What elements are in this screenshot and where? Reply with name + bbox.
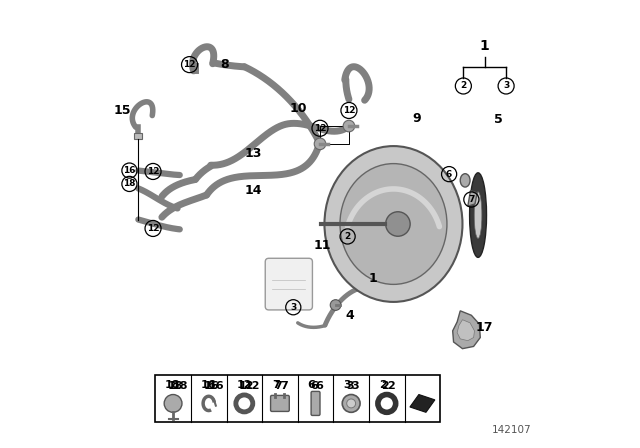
- Text: 18: 18: [173, 381, 189, 392]
- Text: 18: 18: [168, 381, 183, 392]
- Text: 12: 12: [236, 380, 252, 390]
- Polygon shape: [457, 320, 474, 340]
- Text: 6: 6: [316, 381, 323, 392]
- Text: 16: 16: [123, 166, 136, 175]
- Text: 16: 16: [201, 380, 216, 390]
- FancyBboxPatch shape: [271, 396, 289, 411]
- FancyBboxPatch shape: [134, 133, 142, 139]
- Text: 3: 3: [503, 82, 509, 90]
- Ellipse shape: [470, 173, 486, 258]
- Text: 5: 5: [493, 113, 502, 126]
- Text: 3: 3: [351, 381, 359, 392]
- Circle shape: [347, 399, 356, 408]
- Text: 4: 4: [346, 309, 355, 322]
- FancyBboxPatch shape: [265, 258, 312, 310]
- Text: 12: 12: [147, 224, 159, 233]
- Text: 16: 16: [209, 381, 224, 392]
- Text: 1: 1: [480, 39, 490, 53]
- Text: 6: 6: [308, 380, 316, 390]
- Text: 12: 12: [244, 381, 260, 392]
- Text: 7: 7: [275, 381, 282, 392]
- Text: 13: 13: [244, 147, 262, 160]
- Ellipse shape: [474, 192, 482, 238]
- Text: 7: 7: [272, 380, 280, 390]
- Text: 7: 7: [280, 381, 288, 392]
- Text: 18: 18: [123, 180, 136, 189]
- Text: 1: 1: [369, 272, 378, 285]
- Text: 15: 15: [113, 104, 131, 117]
- Ellipse shape: [324, 146, 463, 302]
- Polygon shape: [410, 395, 435, 412]
- Text: 16: 16: [204, 381, 219, 392]
- Bar: [156, 375, 440, 422]
- Circle shape: [164, 395, 182, 412]
- Text: 3: 3: [343, 380, 351, 390]
- Text: 17: 17: [475, 321, 493, 334]
- Text: 12: 12: [183, 60, 196, 69]
- Ellipse shape: [340, 164, 447, 284]
- Text: 2: 2: [379, 380, 387, 390]
- Text: 2: 2: [344, 232, 351, 241]
- Text: 10: 10: [290, 102, 307, 115]
- Text: 3: 3: [290, 303, 296, 312]
- Text: 12: 12: [239, 381, 255, 392]
- Text: 2: 2: [381, 381, 389, 392]
- Circle shape: [343, 120, 355, 132]
- Circle shape: [314, 138, 326, 150]
- Text: 7: 7: [468, 195, 475, 204]
- Text: 12: 12: [147, 167, 159, 176]
- Polygon shape: [468, 190, 477, 206]
- Polygon shape: [452, 311, 480, 349]
- Text: 18: 18: [165, 380, 180, 390]
- Text: 9: 9: [413, 112, 421, 125]
- Text: 3: 3: [346, 381, 353, 392]
- Circle shape: [330, 300, 341, 310]
- Ellipse shape: [460, 174, 470, 187]
- Text: 12: 12: [314, 124, 326, 133]
- Circle shape: [342, 395, 360, 412]
- Text: 14: 14: [244, 184, 262, 197]
- Text: 6: 6: [310, 381, 318, 392]
- Text: 2: 2: [460, 82, 467, 90]
- Text: 2: 2: [387, 381, 394, 392]
- Ellipse shape: [386, 212, 410, 236]
- Text: 11: 11: [314, 239, 331, 252]
- Text: 142107: 142107: [492, 426, 531, 435]
- Text: 8: 8: [220, 58, 228, 71]
- FancyBboxPatch shape: [311, 392, 320, 415]
- Text: 12: 12: [342, 106, 355, 115]
- Text: 6: 6: [446, 170, 452, 179]
